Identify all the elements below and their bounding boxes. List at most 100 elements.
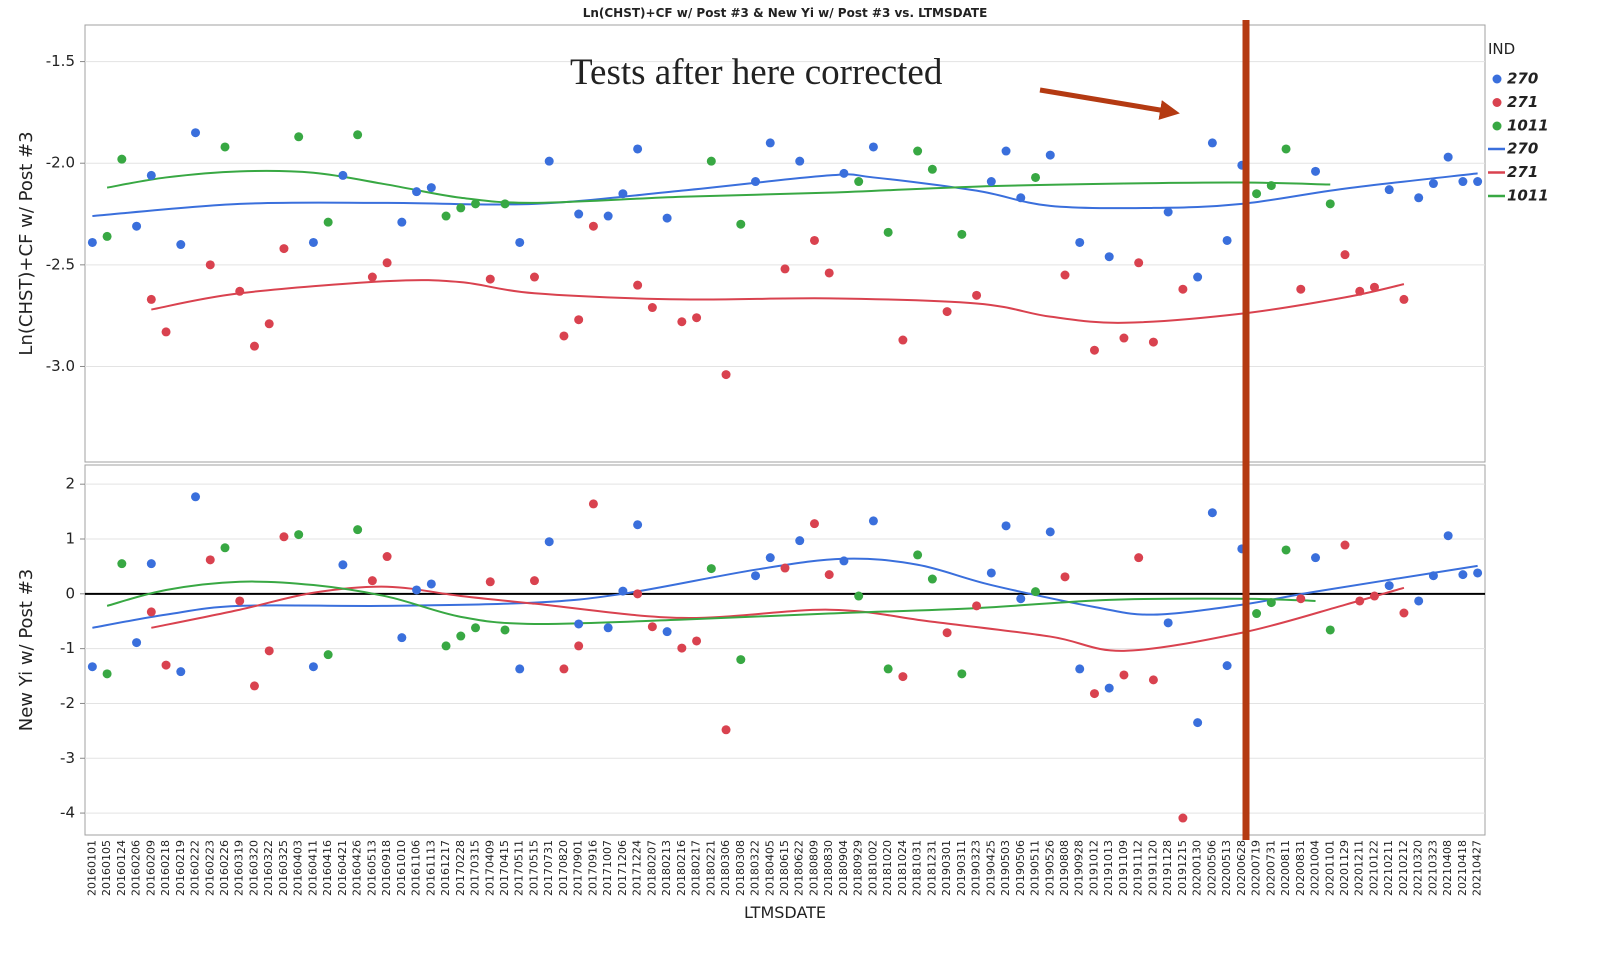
data-point <box>146 294 156 304</box>
data-point <box>264 646 274 656</box>
data-point <box>367 272 377 282</box>
data-point <box>544 156 554 166</box>
data-point <box>1134 553 1144 563</box>
x-tick-label: 20200628 <box>1235 840 1248 896</box>
data-point <box>824 570 834 580</box>
data-point <box>529 576 539 586</box>
data-point <box>353 130 363 140</box>
x-tick-label: 20170409 <box>483 840 496 896</box>
data-point <box>1281 144 1291 154</box>
data-point <box>1399 608 1409 618</box>
data-point <box>1001 521 1011 531</box>
legend-title: IND <box>1488 40 1515 58</box>
data-point <box>1045 150 1055 160</box>
x-tick-label: 20190928 <box>1073 840 1086 896</box>
data-point <box>854 591 864 601</box>
x-tick-label: 20200513 <box>1220 840 1233 896</box>
data-point <box>883 227 893 237</box>
y-tick-label: -2 <box>60 694 75 712</box>
data-point <box>146 607 156 617</box>
x-tick-label: 20180221 <box>704 840 717 896</box>
x-tick-label: 20190323 <box>970 840 983 896</box>
data-point <box>249 341 259 351</box>
y-tick-label: -3 <box>60 749 75 767</box>
x-tick-label: 20171206 <box>616 840 629 896</box>
data-point <box>176 667 186 677</box>
x-tick-label: 20170415 <box>498 840 511 896</box>
x-tick-label: 20160325 <box>277 840 290 896</box>
x-tick-label: 20181020 <box>881 840 894 896</box>
x-tick-label: 20200130 <box>1191 840 1204 896</box>
data-point <box>633 144 643 154</box>
x-tick-label: 20210427 <box>1471 840 1484 896</box>
data-point <box>205 260 215 270</box>
x-tick-label: 20160513 <box>365 840 378 896</box>
data-point <box>132 221 142 231</box>
data-point <box>942 628 952 638</box>
data-point <box>1311 553 1321 563</box>
plot-area: 20160101 20160105 20160124 20160206 20160209… <box>16 24 1549 896</box>
data-point <box>957 229 967 239</box>
x-tick-label: 20190526 <box>1043 840 1056 896</box>
data-point <box>1414 596 1424 606</box>
data-point <box>1222 661 1232 671</box>
chart-title: Ln(CHST)+CF w/ Post #3 & New Yi w/ Post … <box>583 6 988 20</box>
x-tick-label: 20181002 <box>866 840 879 896</box>
data-point <box>1281 545 1291 555</box>
x-tick-label: 20160416 <box>321 840 334 896</box>
x-tick-label: 20191109 <box>1117 840 1130 896</box>
legend-marker <box>1492 74 1502 84</box>
data-point <box>662 213 672 223</box>
data-point <box>1178 284 1188 294</box>
data-point <box>220 543 230 553</box>
data-point <box>1193 272 1203 282</box>
data-point <box>1311 166 1321 176</box>
data-point <box>1148 675 1158 685</box>
panel-frame <box>84 24 1486 463</box>
legend-label: 270 <box>1507 70 1538 88</box>
data-point <box>102 231 112 241</box>
data-point <box>205 555 215 565</box>
data-point <box>898 672 908 682</box>
data-point <box>456 631 466 641</box>
data-point <box>986 177 996 187</box>
x-tick-label: 20190506 <box>1014 840 1027 896</box>
x-tick-label: 20200831 <box>1294 840 1307 896</box>
x-tick-label: 20181024 <box>896 840 909 896</box>
data-point <box>883 664 893 674</box>
data-point <box>264 319 274 329</box>
data-point <box>751 177 761 187</box>
data-point <box>146 559 156 569</box>
x-tick-label: 20160426 <box>351 840 364 896</box>
data-point <box>1207 508 1217 518</box>
data-point <box>1384 185 1394 195</box>
y-axis-label: Ln(CHST)+CF w/ Post #3 <box>16 131 37 355</box>
x-tick-label: 20191128 <box>1161 840 1174 896</box>
data-point <box>426 579 436 589</box>
legend-marker <box>1492 98 1502 107</box>
data-point <box>868 142 878 152</box>
data-point <box>1031 587 1041 597</box>
data-point <box>102 669 112 679</box>
data-point <box>249 681 259 691</box>
data-point <box>191 128 201 138</box>
data-point <box>633 589 643 599</box>
data-point <box>559 331 569 341</box>
data-point <box>588 499 598 509</box>
y-tick-label: 1 <box>65 530 75 548</box>
legend-label: 271 <box>1507 93 1538 111</box>
x-tick-label: 20210320 <box>1412 840 1425 896</box>
x-tick-label: 20180213 <box>660 840 673 896</box>
data-point <box>574 641 584 651</box>
data-point <box>515 664 525 674</box>
data-point <box>927 574 937 584</box>
data-point <box>382 258 392 268</box>
data-point <box>471 623 481 633</box>
x-tick-label: 20190311 <box>955 840 968 896</box>
data-point <box>1060 572 1070 582</box>
data-point <box>868 516 878 526</box>
x-tick-label: 20201129 <box>1338 840 1351 896</box>
data-point <box>485 274 495 284</box>
data-point <box>1296 284 1306 294</box>
data-point <box>574 209 584 219</box>
